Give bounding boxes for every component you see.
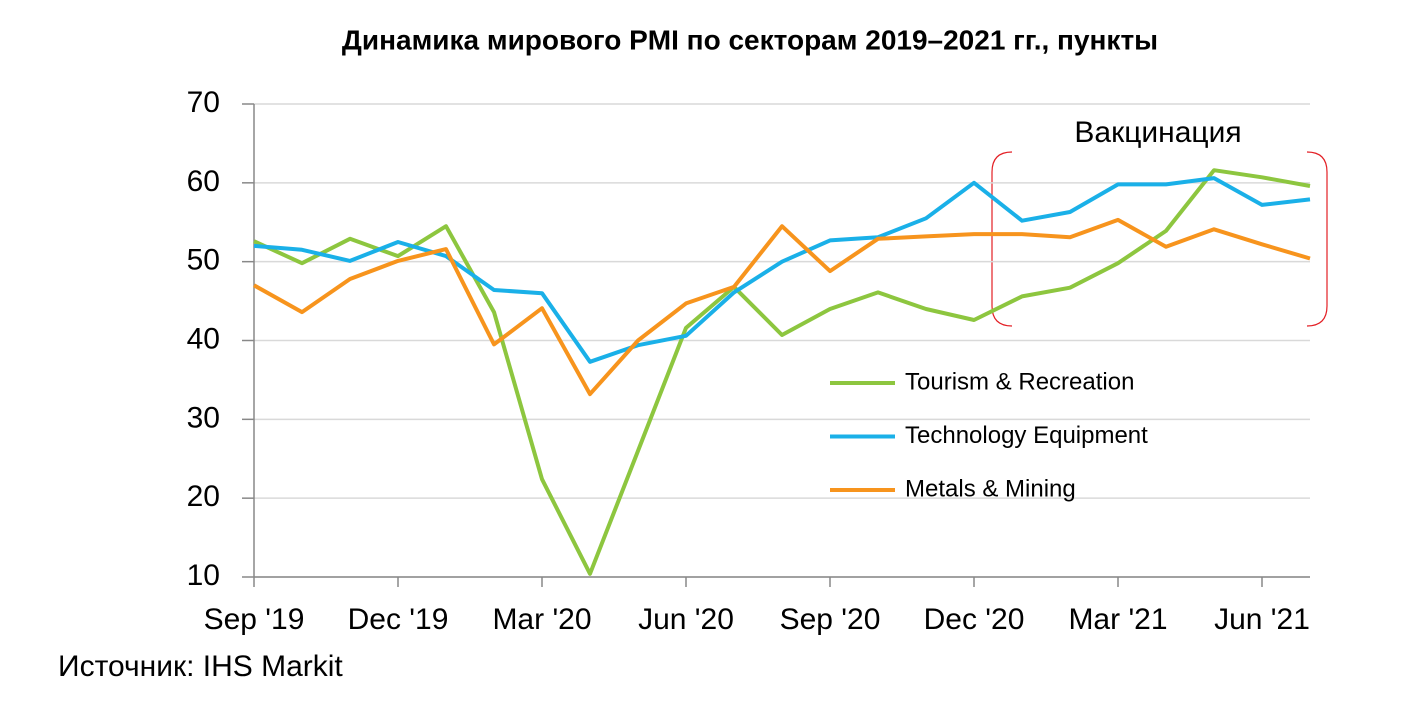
x-tick-label: Mar '21 — [1068, 603, 1167, 636]
x-tick-label: Jun '21 — [1214, 603, 1310, 636]
bracket-right — [1306, 151, 1328, 327]
y-tick-label: 40 — [187, 322, 220, 355]
y-tick-label: 30 — [187, 401, 220, 434]
bracket-left — [991, 151, 1013, 327]
y-tick-label: 20 — [187, 480, 220, 513]
x-tick-label: Sep '20 — [780, 603, 881, 636]
annotation: Вакцинация — [1074, 116, 1241, 149]
legend-label: Metals & Mining — [905, 475, 1076, 502]
y-tick-label: 50 — [187, 244, 220, 277]
legend-label: Technology Equipment — [905, 422, 1148, 449]
series-line — [253, 217, 1311, 397]
source: Источник: IHS Markit — [58, 650, 343, 683]
x-tick-label: Sep '19 — [204, 603, 305, 636]
x-tick-label: Dec '19 — [348, 603, 449, 636]
legend-label: Tourism & Recreation — [905, 368, 1134, 395]
x-tick-label: Mar '20 — [492, 603, 591, 636]
chart-title: Динамика мирового PMI по секторам 2019–2… — [342, 24, 1158, 55]
y-tick-label: 70 — [187, 86, 220, 119]
series-line — [253, 168, 1311, 576]
y-tick-label: 10 — [187, 559, 220, 592]
x-tick-label: Dec '20 — [924, 603, 1025, 636]
x-tick-label: Jun '20 — [638, 603, 734, 636]
y-tick-label: 60 — [187, 165, 220, 198]
